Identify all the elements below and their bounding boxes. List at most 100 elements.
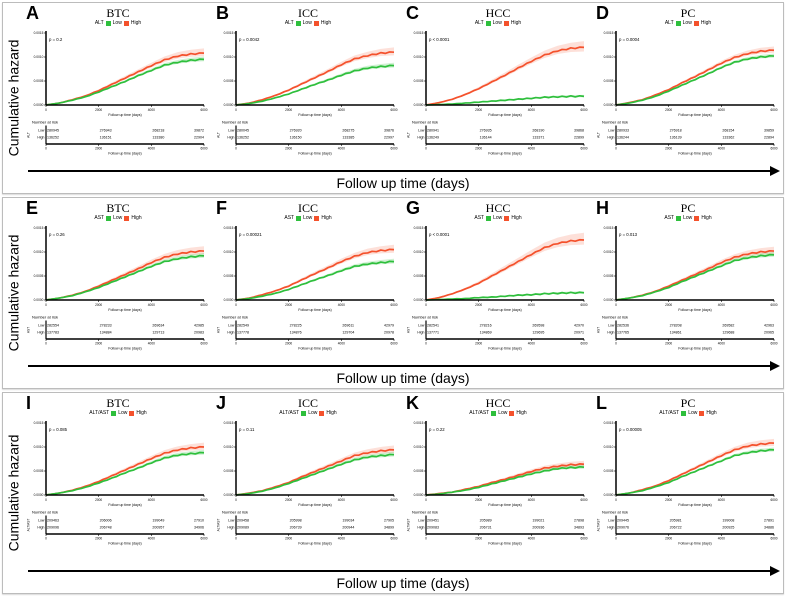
risk-count: 278208 (670, 324, 682, 328)
risk-count: 206722 (670, 526, 682, 530)
high-curve (425, 46, 585, 106)
y-tick-label: 0.0005 (34, 79, 44, 83)
risk-count: 39868 (574, 129, 584, 133)
risk-count: 269582 (722, 324, 734, 328)
risk-row-label: Low (418, 324, 425, 328)
y-tick-label: 0.0005 (604, 79, 614, 83)
risk-count: 133380 (152, 136, 164, 140)
risk-count: 137783 (47, 331, 59, 335)
cumulative-hazard-plot: 0.0000 0.0005 0.0010 0.0015 0 2000 4000 6000 Fol… (217, 31, 398, 156)
legend-low-swatch (105, 20, 111, 26)
x-axis-title: Follow up time (days) (108, 308, 141, 312)
panel-header: D PC (596, 3, 780, 23)
risk-count: 27910 (194, 519, 204, 523)
risk-row-label: High (227, 136, 234, 140)
p-value-label: p < 0.0001 (429, 232, 450, 237)
x-tick-label: 0 (45, 303, 47, 307)
legend-high-label: High (130, 19, 142, 26)
risk-count: 209083 (427, 526, 439, 530)
y-tick-label: 0.0010 (414, 445, 424, 449)
risk-group-label: ALT (407, 132, 411, 138)
y-tick-label: 0.0000 (604, 298, 614, 302)
legend-low-label: Low (498, 409, 508, 416)
risk-tick-label: 2000 (665, 147, 672, 151)
legend-high-label: High (131, 214, 142, 221)
low-ci-band (46, 56, 204, 105)
legend-low-label: Low (682, 19, 692, 26)
low-curve (615, 54, 775, 106)
panel-letter: K (406, 393, 419, 413)
legend-low-label: Low (688, 409, 698, 416)
panel-legend: ALT Low High (26, 19, 210, 27)
risk-row-label: Low (418, 519, 425, 523)
x-tick-label: 4000 (338, 108, 345, 112)
legend-high-swatch (503, 20, 509, 26)
risk-row-label: High (37, 136, 44, 140)
x-tick-label: 4000 (718, 498, 725, 502)
high-curve (615, 442, 775, 496)
y-tick-label: 0.0015 (414, 226, 424, 230)
risk-tick-label: 4000 (718, 342, 725, 346)
high-ci-band (426, 460, 584, 495)
cumulative-hazard-plot: 0.0000 0.0005 0.0010 0.0015 0 2000 4000 6000 Fol… (407, 421, 588, 546)
risk-count: 34886 (764, 526, 774, 530)
y-tick-label: 0.0015 (34, 421, 44, 425)
risk-table-title: Number at risk (602, 315, 628, 320)
y-tick-label: 0.0010 (224, 250, 234, 254)
risk-count: 134869 (480, 331, 492, 335)
risk-tick-label: 2000 (475, 537, 482, 541)
high-curve (425, 238, 585, 301)
risk-count: 209458 (237, 519, 249, 523)
high-ci-band (426, 41, 584, 105)
risk-count: 27898 (574, 519, 584, 523)
risk-count: 137771 (427, 331, 439, 335)
x-tick-label: 2000 (285, 108, 292, 112)
legend-group-label: ALT/AST (469, 409, 490, 416)
panel-letter: I (26, 393, 32, 413)
x-axis-title: Follow up time (days) (298, 113, 331, 117)
legend-low-label: Low (302, 19, 312, 26)
risk-table-title: Number at risk (602, 120, 628, 125)
risk-tick-label: 6000 (200, 537, 207, 541)
x-tick-label: 0 (235, 108, 237, 112)
legend-low-label: Low (308, 409, 318, 416)
risk-count: 200936 (532, 526, 544, 530)
low-curve (235, 64, 395, 106)
risk-row-label: Low (228, 324, 235, 328)
panel-header: K HCC (406, 393, 590, 413)
x-tick-label: 0 (235, 498, 237, 502)
cumulative-hazard-label: Cumulative hazard (5, 39, 22, 157)
legend-low-swatch (485, 20, 491, 26)
legend-low-label: Low (492, 19, 502, 26)
row2-main: E BTC AST Low High 0.0000 0.0005 0.0010 0.0… (23, 198, 783, 388)
x-tick-label: 6000 (200, 498, 207, 502)
y-tick-label: 0.0015 (34, 31, 44, 35)
risk-tick-label: 6000 (770, 342, 777, 346)
y-tick-label: 0.0010 (604, 55, 614, 59)
panel-title: ICC (297, 6, 318, 20)
panel-header: E BTC (26, 198, 210, 218)
panel-legend: ALT Low High (216, 19, 400, 27)
y-tick-label: 0.0005 (414, 79, 424, 83)
panel-letter: A (26, 3, 39, 23)
risk-count: 20983 (194, 331, 204, 335)
risk-tick-label: 6000 (770, 537, 777, 541)
y-tick-label: 0.0010 (224, 445, 234, 449)
risk-row-label: Low (228, 519, 235, 523)
risk-group-label: AST (217, 327, 221, 333)
x-axis-arrow-line (28, 170, 771, 172)
panel-header: H PC (596, 198, 780, 218)
legend-high-label: High (320, 19, 332, 26)
x-tick-label: 2000 (665, 108, 672, 112)
risk-count: 282554 (47, 324, 59, 328)
y-tick-label: 0.0000 (34, 493, 44, 497)
survival-panel: K HCC ALT/AST Low High 0.0000 0.0005 0.001… (403, 393, 593, 566)
p-value-label: p = 0.11 (239, 427, 255, 432)
risk-table-title: Number at risk (222, 510, 248, 515)
survival-panel: J ICC ALT/AST Low High 0.0000 0.0005 0.001… (213, 393, 403, 566)
high-ci-band (236, 47, 394, 105)
x-tick-label: 6000 (770, 108, 777, 112)
risk-row-label: High (607, 526, 614, 530)
panel-letter: B (216, 3, 229, 23)
panel-legend: ALT/AST Low High (216, 409, 400, 417)
